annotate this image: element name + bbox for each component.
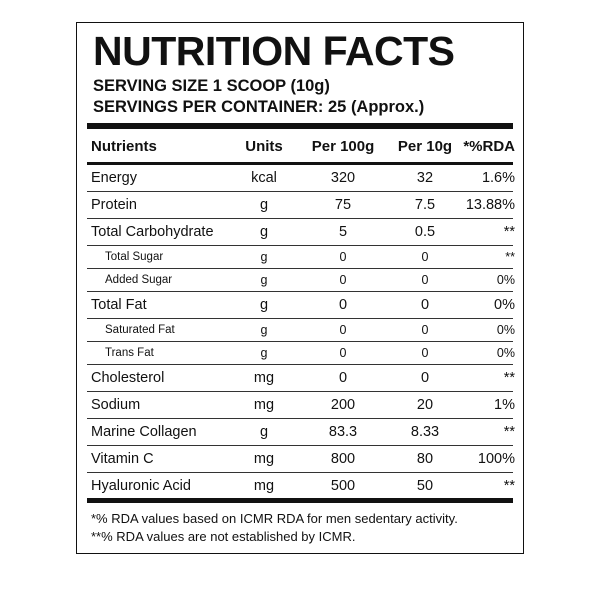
nutrient-name: Hyaluronic Acid <box>91 478 191 494</box>
nutrient-name: Total Fat <box>91 297 147 313</box>
header-per-100g: Per 100g <box>311 138 375 155</box>
table-row: Saturated Fat g 0 0 0% <box>87 319 515 342</box>
nutrient-name: Energy <box>91 170 137 186</box>
table-row: Energy kcal 320 32 1.6% <box>87 165 515 192</box>
value-per-10g: 50 <box>416 478 434 494</box>
table-row: Total Carbohydrate g 5 0.5 ** <box>87 219 515 246</box>
value-rda: ** <box>503 224 515 240</box>
nutrition-facts-title: NUTRITION FACTS <box>93 28 455 74</box>
nutrient-units: g <box>260 250 268 264</box>
value-rda: 0% <box>496 323 515 337</box>
table-row: Total Fat g 0 0 0% <box>87 292 515 319</box>
nutrient-units: mg <box>253 370 275 386</box>
value-per-100g: 0 <box>339 250 347 264</box>
nutrient-name: Marine Collagen <box>91 424 197 440</box>
value-per-100g: 500 <box>330 478 356 494</box>
header-nutrients: Nutrients <box>91 138 157 155</box>
table-row: Vitamin C mg 800 80 100% <box>87 446 515 473</box>
nutrient-units: mg <box>253 478 275 494</box>
value-per-10g: 0 <box>421 250 429 264</box>
nutrient-units: g <box>259 424 269 440</box>
value-per-100g: 83.3 <box>328 424 358 440</box>
value-per-10g: 0 <box>421 323 429 337</box>
table-row: Marine Collagen g 83.3 8.33 ** <box>87 419 515 446</box>
value-per-10g: 7.5 <box>414 197 436 213</box>
value-per-10g: 0 <box>420 297 430 313</box>
value-per-10g: 20 <box>416 397 434 413</box>
table-row: Cholesterol mg 0 0 ** <box>87 365 515 392</box>
value-per-100g: 75 <box>334 197 352 213</box>
nutrient-name: Total Carbohydrate <box>91 224 214 240</box>
nutrient-rows: Energy kcal 320 32 1.6% Protein g 75 7.5 13.88% To… <box>87 165 515 500</box>
footnote-rda-not-established: **% RDA values are not established by IC… <box>91 529 356 544</box>
footnote-rda-based: *% RDA values based on ICMR RDA for men … <box>91 511 458 526</box>
value-rda: 1.6% <box>481 170 515 186</box>
table-row: Trans Fat g 0 0 0% <box>87 342 515 365</box>
value-rda: 0% <box>496 273 515 287</box>
value-per-100g: 0 <box>339 346 347 360</box>
value-rda: 0% <box>494 297 515 313</box>
nutrient-name: Added Sugar <box>105 274 173 286</box>
value-rda: 1% <box>494 397 515 413</box>
value-rda: ** <box>503 424 515 440</box>
nutrient-units: g <box>260 346 268 360</box>
value-per-100g: 0 <box>338 370 348 386</box>
serving-size: SERVING SIZE 1 SCOOP (10g) <box>93 77 330 95</box>
nutrient-name: Sodium <box>91 397 141 413</box>
nutrient-units: mg <box>253 397 275 413</box>
value-per-10g: 8.33 <box>410 424 440 440</box>
value-per-100g: 200 <box>330 397 356 413</box>
nutrient-name: Saturated Fat <box>105 324 175 336</box>
value-per-10g: 32 <box>416 170 434 186</box>
nutrient-units: kcal <box>251 170 277 186</box>
value-rda: 13.88% <box>465 197 515 213</box>
value-per-100g: 0 <box>339 273 347 287</box>
value-per-100g: 320 <box>330 170 356 186</box>
top-divider <box>87 123 513 129</box>
nutrient-units: g <box>259 224 269 240</box>
value-rda: ** <box>505 250 515 264</box>
table-row: Hyaluronic Acid mg 500 50 ** <box>87 473 515 500</box>
nutrient-units: g <box>260 323 268 337</box>
nutrient-name: Trans Fat <box>105 347 154 359</box>
nutrient-units: mg <box>253 451 275 467</box>
value-rda: 0% <box>496 346 515 360</box>
table-row: Total Sugar g 0 0 ** <box>87 246 515 269</box>
value-per-10g: 0.5 <box>414 224 436 240</box>
value-rda: 100% <box>477 451 515 467</box>
value-per-10g: 80 <box>416 451 434 467</box>
nutrient-units: g <box>259 297 269 313</box>
value-rda: ** <box>503 370 515 386</box>
nutrient-name: Cholesterol <box>91 370 165 386</box>
value-per-10g: 0 <box>420 370 430 386</box>
header-per-10g: Per 10g <box>397 138 453 155</box>
header-rda: *%RDA <box>463 138 515 155</box>
table-row: Added Sugar g 0 0 0% <box>87 269 515 292</box>
nutrient-units: g <box>259 197 269 213</box>
value-per-100g: 5 <box>338 224 348 240</box>
nutrient-units: g <box>260 273 268 287</box>
nutrient-name: Total Sugar <box>105 251 164 263</box>
table-row: Sodium mg 200 20 1% <box>87 392 515 419</box>
servings-per-container: SERVINGS PER CONTAINER: 25 (Approx.) <box>93 98 425 116</box>
header-divider <box>87 162 513 165</box>
bottom-divider <box>87 498 513 503</box>
value-per-100g: 800 <box>330 451 356 467</box>
nutrition-facts-panel: NUTRITION FACTS SERVING SIZE 1 SCOOP (10… <box>76 22 524 554</box>
value-per-10g: 0 <box>421 346 429 360</box>
table-row: Protein g 75 7.5 13.88% <box>87 192 515 219</box>
nutrient-name: Protein <box>91 197 137 213</box>
value-per-100g: 0 <box>339 323 347 337</box>
table-header: Nutrients Units Per 100g Per 10g *%RDA <box>87 129 515 163</box>
value-rda: ** <box>503 478 515 494</box>
header-units: Units <box>245 138 283 155</box>
value-per-10g: 0 <box>421 273 429 287</box>
nutrient-name: Vitamin C <box>91 451 154 467</box>
value-per-100g: 0 <box>338 297 348 313</box>
